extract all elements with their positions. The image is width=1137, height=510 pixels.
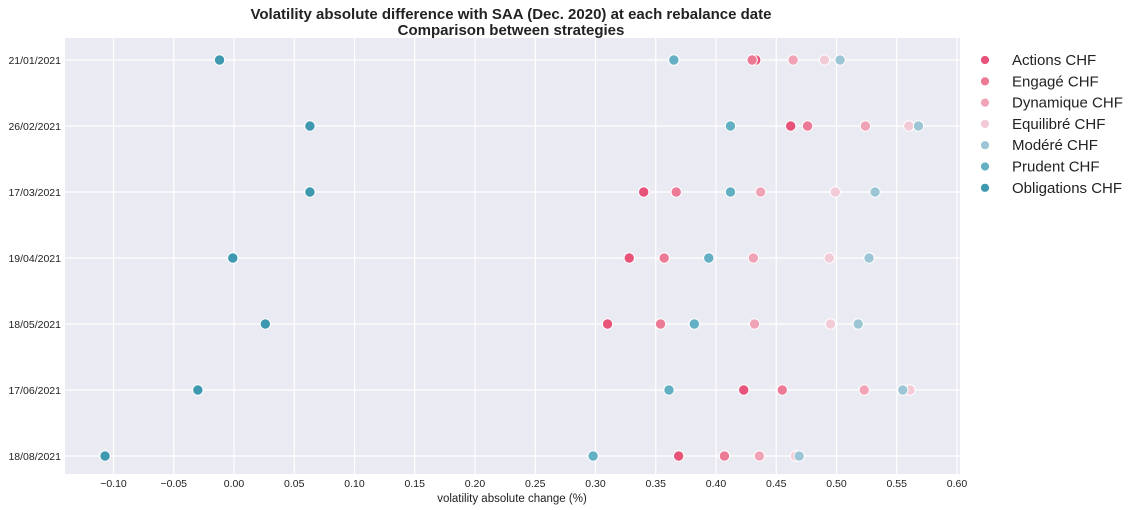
data-point (748, 318, 761, 330)
data-point (785, 120, 797, 132)
x-tick-label: 0.05 (284, 478, 305, 490)
legend-label: Engagé CHF (1012, 73, 1099, 90)
data-point (912, 120, 925, 132)
data-point (859, 120, 872, 132)
data-point (754, 186, 767, 198)
data-point (670, 186, 682, 198)
x-tick-label: 0.55 (887, 478, 908, 490)
data-point (304, 186, 316, 198)
data-point (829, 186, 841, 198)
x-tick-label: −0.05 (160, 478, 187, 490)
data-point (903, 120, 915, 132)
data-point (823, 252, 835, 264)
legend-marker (980, 97, 990, 108)
y-tick-label: 18/08/2021 (8, 451, 61, 463)
x-tick-label: 0.15 (405, 478, 426, 490)
data-point (852, 318, 864, 330)
legend-label: Prudent CHF (1012, 159, 1100, 176)
y-tick-labels: 21/01/2021 26/02/2021 17/03/2021 19/04/2021… (8, 55, 61, 463)
legend-label: Obligations CHF (1012, 180, 1122, 197)
data-point (663, 384, 675, 396)
legend: Actions CHF Engagé CHF Dynamique CHF Equili… (980, 52, 1123, 197)
y-tick-label: 21/01/2021 (8, 55, 61, 67)
legend-marker (980, 182, 990, 193)
x-axis-label: volatility absolute change (%) (437, 493, 587, 505)
data-point (776, 384, 788, 396)
data-point (601, 318, 614, 330)
x-tick-label: 0.00 (224, 478, 245, 490)
legend-label: Modéré CHF (1012, 137, 1098, 154)
legend-label: Actions CHF (1012, 52, 1096, 69)
plot-background (65, 38, 960, 474)
y-tick-label: 26/02/2021 (8, 121, 61, 133)
x-tick-label: 0.10 (344, 478, 365, 490)
data-point (818, 54, 831, 66)
legend-marker (980, 140, 990, 151)
legend-marker (980, 55, 990, 65)
legend-label: Equilibré CHF (1012, 116, 1105, 133)
data-point (834, 54, 846, 66)
data-point (718, 450, 731, 462)
chart-title: Volatility absolute difference with SAA … (250, 6, 771, 23)
data-point (227, 252, 239, 264)
data-point (746, 54, 758, 66)
grid (65, 38, 960, 474)
y-tick-label: 17/06/2021 (8, 385, 61, 397)
data-point (703, 252, 715, 264)
data-point (658, 252, 670, 264)
data-point (801, 120, 814, 132)
legend-marker (980, 161, 990, 172)
legend-marker (980, 76, 990, 87)
x-tick-label: −0.10 (100, 478, 127, 490)
data-point (192, 384, 204, 396)
y-tick-label: 19/04/2021 (8, 253, 61, 265)
data-point (753, 450, 766, 462)
data-point (858, 384, 870, 396)
data-point (724, 186, 737, 198)
data-point (654, 318, 667, 330)
data-point (787, 54, 799, 66)
data-point (587, 450, 599, 462)
data-points (99, 54, 925, 462)
data-point (304, 120, 316, 132)
data-point (747, 252, 760, 264)
data-point (638, 186, 650, 198)
x-tick-label: 0.30 (585, 478, 606, 490)
data-point (623, 252, 635, 264)
data-point (793, 450, 805, 462)
data-point (99, 450, 111, 462)
x-tick-labels: −0.10 −0.05 0.00 0.05 0.10 0.15 0.20 0.25 0.30 0.… (100, 478, 967, 490)
data-point (738, 384, 750, 396)
data-point (688, 318, 701, 330)
y-tick-label: 17/03/2021 (8, 187, 61, 199)
x-tick-label: 0.25 (525, 478, 546, 490)
data-point (672, 450, 685, 462)
data-point (897, 384, 909, 396)
data-point (863, 252, 875, 264)
x-tick-label: 0.20 (465, 478, 486, 490)
legend-marker (980, 119, 990, 129)
data-point (869, 186, 881, 198)
data-point (259, 318, 272, 330)
x-tick-label: 0.50 (826, 478, 847, 490)
data-point (213, 54, 226, 66)
data-point (668, 54, 680, 66)
chart-subtitle: Comparison between strategies (398, 22, 625, 39)
x-tick-label: 0.45 (766, 478, 787, 490)
x-tick-label: 0.35 (646, 478, 667, 490)
x-tick-label: 0.60 (947, 478, 968, 490)
x-tick-label: 0.40 (706, 478, 727, 490)
legend-label: Dynamique CHF (1012, 95, 1123, 112)
data-point (824, 318, 837, 330)
data-point (724, 120, 737, 132)
y-tick-label: 18/05/2021 (8, 319, 61, 331)
